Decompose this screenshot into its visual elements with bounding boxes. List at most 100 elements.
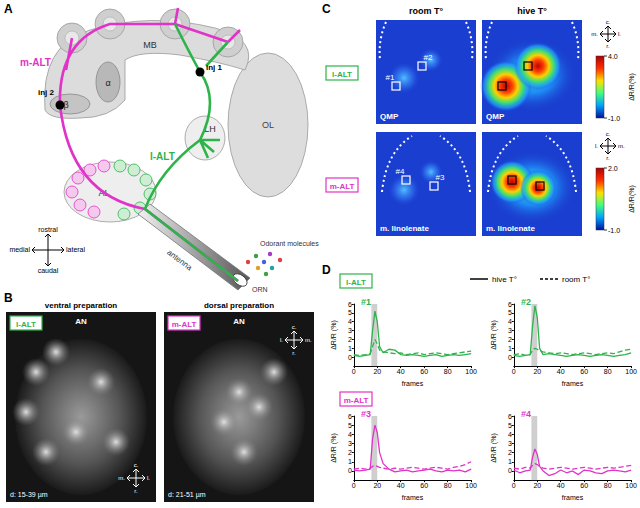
svg-text:6: 6 xyxy=(348,301,352,308)
svg-text:c.: c. xyxy=(134,462,139,468)
svg-text:ΔR/R (%): ΔR/R (%) xyxy=(490,320,498,350)
svg-text:60: 60 xyxy=(580,368,588,375)
svg-text:2: 2 xyxy=(348,449,352,456)
svg-text:ΔR/R (%): ΔR/R (%) xyxy=(330,433,338,463)
svg-text:100: 100 xyxy=(465,368,477,375)
svg-text:r.: r. xyxy=(292,350,296,356)
svg-text:m.: m. xyxy=(591,31,598,37)
svg-text:0: 0 xyxy=(512,368,516,375)
svg-text:ΔR/R(%): ΔR/R(%) xyxy=(628,73,636,101)
svg-text:0: 0 xyxy=(348,354,352,361)
svg-text:r.: r. xyxy=(134,488,138,494)
svg-text:#2: #2 xyxy=(521,297,531,307)
svg-text:20: 20 xyxy=(533,482,541,489)
svg-text:5: 5 xyxy=(348,309,352,316)
svg-text:100: 100 xyxy=(625,482,637,489)
svg-text:0: 0 xyxy=(508,354,512,361)
svg-text:l.: l. xyxy=(280,337,283,343)
svg-text:m.: m. xyxy=(118,475,125,481)
svg-text:m. linolenate: m. linolenate xyxy=(380,224,429,233)
svg-text:dorsal preparation: dorsal preparation xyxy=(204,301,274,310)
svg-text:80: 80 xyxy=(604,482,612,489)
svg-text:medial: medial xyxy=(9,246,30,253)
svg-text:A: A xyxy=(4,2,13,16)
svg-text:4.0: 4.0 xyxy=(608,53,618,60)
svg-text:room T°: room T° xyxy=(409,6,443,16)
svg-text:2: 2 xyxy=(348,336,352,343)
svg-text:room T°: room T° xyxy=(562,275,590,284)
svg-text:c.: c. xyxy=(292,324,297,330)
svg-text:60: 60 xyxy=(580,482,588,489)
svg-text:#4: #4 xyxy=(521,409,531,419)
svg-text:80: 80 xyxy=(444,482,452,489)
svg-text:-1.0: -1.0 xyxy=(608,115,620,122)
svg-text:l.: l. xyxy=(618,31,621,37)
svg-text:l.: l. xyxy=(595,143,598,149)
svg-text:D: D xyxy=(322,263,331,277)
svg-text:100: 100 xyxy=(465,482,477,489)
svg-text:4: 4 xyxy=(348,318,352,325)
svg-text:d: 21-51 µm: d: 21-51 µm xyxy=(168,491,206,499)
svg-text:c.: c. xyxy=(606,19,611,25)
svg-text:m.: m. xyxy=(305,337,312,343)
svg-text:60: 60 xyxy=(420,482,428,489)
svg-text:l-ALT: l-ALT xyxy=(150,151,175,162)
svg-text:QMP: QMP xyxy=(486,112,505,121)
svg-text:#3: #3 xyxy=(436,173,445,182)
svg-text:ΔR/R(%): ΔR/R(%) xyxy=(628,185,636,213)
svg-text:4: 4 xyxy=(508,431,512,438)
svg-text:m. linolenate: m. linolenate xyxy=(486,224,535,233)
svg-text:2: 2 xyxy=(508,336,512,343)
svg-text:20: 20 xyxy=(373,482,381,489)
svg-text:5: 5 xyxy=(508,309,512,316)
svg-text:3: 3 xyxy=(348,440,352,447)
svg-text:m-ALT: m-ALT xyxy=(344,396,369,405)
svg-text:frames: frames xyxy=(402,380,424,387)
svg-text:6: 6 xyxy=(508,301,512,308)
svg-text:60: 60 xyxy=(420,368,428,375)
svg-text:ORN: ORN xyxy=(252,286,268,293)
svg-text:inj 1: inj 1 xyxy=(206,63,223,72)
svg-text:B: B xyxy=(4,291,13,305)
svg-text:Odorant molecules: Odorant molecules xyxy=(260,240,319,247)
svg-text:5: 5 xyxy=(348,422,352,429)
svg-text:frames: frames xyxy=(402,494,424,501)
svg-text:40: 40 xyxy=(557,482,565,489)
svg-text:#2: #2 xyxy=(424,53,433,62)
svg-text:#3: #3 xyxy=(361,409,371,419)
svg-text:l-ALT: l-ALT xyxy=(16,320,36,329)
svg-text:AN: AN xyxy=(75,317,87,326)
svg-text:0: 0 xyxy=(508,467,512,474)
svg-text:3: 3 xyxy=(508,440,512,447)
svg-text:l-ALT: l-ALT xyxy=(332,70,352,79)
svg-text:3: 3 xyxy=(508,327,512,334)
svg-text:6: 6 xyxy=(508,413,512,420)
svg-text:c.: c. xyxy=(606,131,611,137)
svg-text:20: 20 xyxy=(373,368,381,375)
svg-text:MB: MB xyxy=(143,40,157,50)
svg-text:hive T°: hive T° xyxy=(517,6,547,16)
svg-text:40: 40 xyxy=(397,482,405,489)
svg-text:C: C xyxy=(322,2,331,16)
svg-text:inj 2: inj 2 xyxy=(38,88,55,97)
svg-text:hive T°: hive T° xyxy=(492,275,517,284)
svg-text:80: 80 xyxy=(604,368,612,375)
svg-text:r.: r. xyxy=(606,43,610,49)
svg-text:m.: m. xyxy=(618,143,625,149)
svg-text:0: 0 xyxy=(352,368,356,375)
svg-text:#1: #1 xyxy=(361,297,371,307)
svg-text:ΔR/R (%): ΔR/R (%) xyxy=(330,320,338,350)
svg-text:m-ALT: m-ALT xyxy=(172,320,197,329)
svg-text:2.0: 2.0 xyxy=(608,165,618,172)
svg-text:100: 100 xyxy=(625,368,637,375)
svg-text:0: 0 xyxy=(512,482,516,489)
svg-text:QMP: QMP xyxy=(380,112,399,121)
svg-text:l.: l. xyxy=(147,475,150,481)
svg-text:α: α xyxy=(105,78,110,88)
svg-text:frames: frames xyxy=(562,380,584,387)
svg-text:2: 2 xyxy=(508,449,512,456)
svg-text:0: 0 xyxy=(352,482,356,489)
svg-text:ΔR/R (%): ΔR/R (%) xyxy=(490,433,498,463)
svg-text:m-ALT: m-ALT xyxy=(330,182,355,191)
svg-text:4: 4 xyxy=(508,318,512,325)
